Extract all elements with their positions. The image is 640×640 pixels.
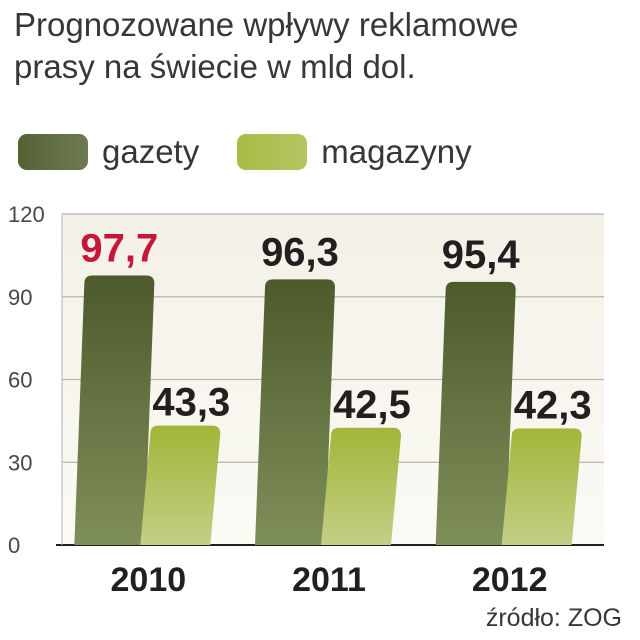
bar-gazety-2011 [255, 279, 335, 545]
chart-title-line-1: Prognozowane wpływy reklamowe [14, 6, 519, 43]
chart-title-line-2: prasy na świecie w mld dol. [14, 48, 416, 85]
legend-item-magazyny: magazyny [237, 133, 472, 171]
source-note: źródło: ZOG [485, 604, 622, 632]
data-label-gazety-2011: 96,3 [261, 230, 339, 274]
x-tick-label: 2010 [111, 561, 187, 599]
x-tick-label: 2012 [472, 561, 548, 599]
data-label-magazyny-2010: 43,3 [152, 381, 230, 425]
data-label-magazyny-2011: 42,5 [333, 383, 411, 427]
data-label-gazety-2010: 97,7 [80, 227, 158, 271]
legend-item-gazety: gazety [18, 133, 199, 171]
data-label-magazyny-2012: 42,3 [514, 383, 592, 427]
chart-title: Prognozowane wpływy reklamowe prasy na ś… [14, 4, 634, 88]
bar-gazety-2010 [74, 275, 155, 545]
bar-magazyny-2012 [501, 428, 582, 545]
y-tick-label: 120 [8, 202, 45, 227]
y-tick-label: 0 [8, 533, 20, 558]
y-tick-label: 60 [8, 368, 32, 393]
bar-gazety-2012 [435, 281, 516, 545]
bar-magazyny-2010 [140, 425, 221, 545]
legend-label-magazyny: magazyny [321, 133, 472, 170]
data-label-gazety-2012: 95,4 [442, 233, 521, 277]
y-tick-label: 30 [8, 450, 32, 475]
x-tick-label: 2011 [292, 561, 366, 599]
legend-swatch-magazyny [237, 134, 308, 170]
legend-label-gazety: gazety [102, 133, 200, 170]
y-tick-label: 90 [8, 285, 32, 310]
legend: gazety magazyny [18, 128, 510, 176]
bar-magazyny-2011 [321, 427, 401, 545]
legend-swatch-gazety [18, 134, 88, 170]
